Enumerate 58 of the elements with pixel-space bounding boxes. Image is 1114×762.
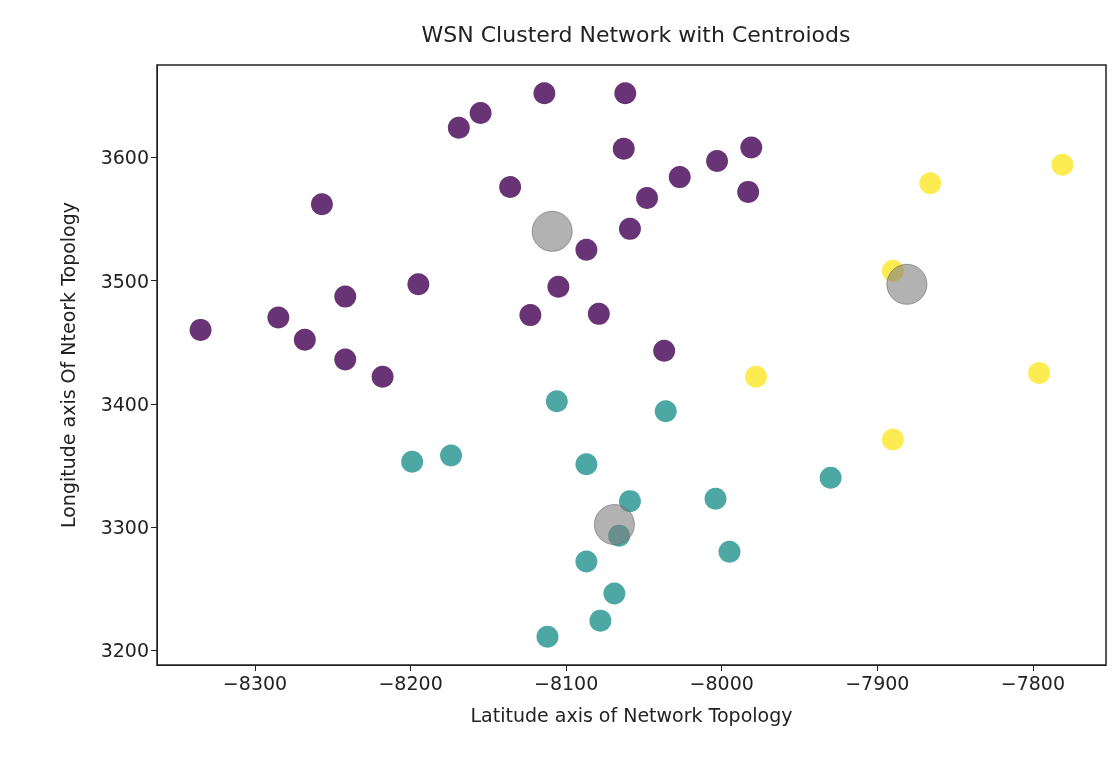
point — [293, 328, 316, 351]
x-tick-label: −7900 — [845, 671, 910, 694]
point — [1028, 362, 1051, 384]
point — [618, 217, 641, 240]
point — [267, 306, 290, 329]
point — [310, 193, 333, 216]
point — [533, 82, 556, 105]
point — [334, 285, 357, 308]
point — [575, 453, 598, 476]
x-axis-title: Latitude axis of Network Topology — [470, 703, 793, 726]
point — [654, 400, 677, 423]
point — [618, 490, 641, 513]
y-tick-label: 3400 — [100, 392, 149, 415]
point — [536, 625, 559, 648]
point — [469, 102, 492, 125]
x-tick-label: −8000 — [689, 671, 754, 694]
x-tick-label: −8100 — [534, 671, 599, 694]
point — [547, 275, 570, 298]
point — [740, 136, 763, 159]
point — [407, 273, 430, 296]
point — [545, 390, 568, 413]
y-axis-title: Longitude axis Of Nteork Topology — [56, 201, 79, 529]
point — [919, 172, 942, 195]
point — [668, 166, 691, 189]
x-tick-label: −7800 — [1000, 671, 1066, 694]
point — [636, 187, 659, 210]
point — [718, 540, 741, 563]
point — [881, 259, 904, 282]
x-tick-label: −8300 — [222, 671, 288, 694]
point — [189, 318, 212, 341]
y-tick-label: 3300 — [100, 516, 149, 539]
point — [704, 487, 727, 510]
point — [614, 82, 637, 105]
point — [499, 175, 522, 198]
chart-title: WSN Clusterd Network with Centroiods — [421, 21, 851, 47]
point — [440, 444, 463, 467]
point — [881, 428, 904, 451]
point — [401, 450, 424, 473]
point — [519, 304, 542, 327]
point — [737, 180, 760, 203]
point — [1051, 153, 1074, 176]
point — [334, 348, 357, 371]
point — [706, 150, 729, 173]
x-tick-label: −8200 — [378, 671, 443, 694]
point — [603, 582, 626, 605]
y-tick-label: 3600 — [100, 146, 149, 169]
point — [653, 339, 676, 362]
point — [371, 365, 394, 388]
point — [587, 302, 610, 325]
y-tick-label: 3200 — [100, 639, 149, 662]
point — [447, 116, 470, 139]
point — [819, 466, 842, 489]
point — [612, 137, 635, 160]
y-tick-label: 3500 — [100, 269, 149, 292]
point — [575, 550, 598, 573]
point — [589, 609, 612, 632]
point — [575, 238, 598, 261]
point — [744, 365, 767, 388]
